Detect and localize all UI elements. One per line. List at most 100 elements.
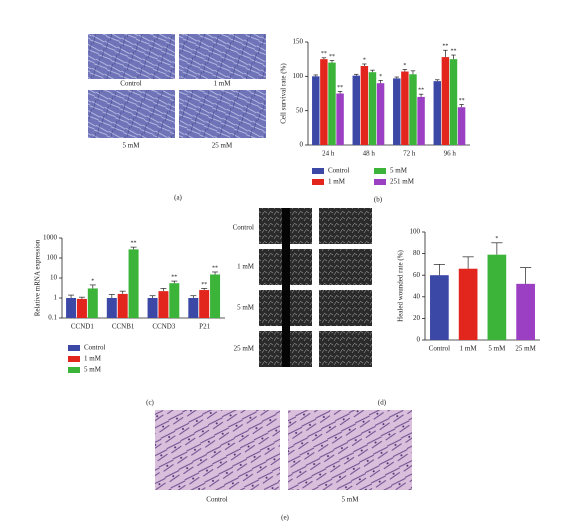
stain-image bbox=[288, 410, 412, 490]
x-tick-label: CCND3 bbox=[152, 323, 175, 331]
bar bbox=[87, 288, 98, 318]
bar bbox=[106, 298, 117, 318]
scratch bbox=[282, 208, 290, 367]
bar bbox=[409, 74, 417, 145]
wound-image bbox=[319, 290, 372, 326]
significance: ** bbox=[131, 240, 137, 246]
x-tick-label: 1 mM bbox=[460, 345, 478, 353]
legend-swatch bbox=[68, 367, 80, 373]
bar bbox=[352, 75, 361, 145]
bar bbox=[368, 72, 377, 145]
y-tick-label: 0.1 bbox=[48, 314, 57, 322]
bar bbox=[320, 59, 328, 145]
significance: * bbox=[495, 236, 498, 242]
significance: ** bbox=[442, 44, 448, 50]
y-axis-label: Relative mRNA expression bbox=[34, 239, 42, 316]
bar bbox=[199, 290, 210, 318]
y-tick-label: 150 bbox=[293, 38, 304, 46]
wound-image bbox=[319, 208, 372, 244]
image-label: Control bbox=[233, 224, 254, 232]
significance: * bbox=[403, 63, 406, 69]
legend-label: 1 mM bbox=[328, 178, 346, 186]
legend-label: 1 mM bbox=[84, 355, 102, 363]
legend-label: 5 mM bbox=[390, 167, 408, 175]
x-tick-label: 25 mM bbox=[515, 345, 536, 353]
bar bbox=[458, 268, 478, 340]
bar bbox=[188, 298, 199, 318]
image-label: 25 mM bbox=[212, 142, 233, 150]
panel-label: (a) bbox=[174, 194, 182, 202]
significance: ** bbox=[171, 274, 177, 280]
image-label: 1 mM bbox=[214, 80, 232, 88]
image-label: Control bbox=[206, 496, 227, 504]
wound-image bbox=[319, 249, 372, 285]
bar bbox=[430, 275, 449, 340]
x-tick-label: P21 bbox=[199, 323, 210, 331]
y-tick-label: 60 bbox=[413, 271, 421, 279]
image-label: 25 mM bbox=[234, 345, 255, 353]
y-tick-label: 0 bbox=[417, 336, 421, 344]
panel-label: (d) bbox=[378, 399, 387, 407]
legend-label: 5 mM bbox=[84, 366, 102, 374]
x-tick-label: CCNB1 bbox=[112, 323, 135, 331]
panel-d-images bbox=[259, 208, 372, 367]
bar bbox=[457, 107, 466, 145]
bar bbox=[433, 81, 442, 145]
panel-label: (b) bbox=[374, 196, 383, 204]
x-tick-label: CCND1 bbox=[71, 323, 94, 331]
bar bbox=[401, 71, 409, 145]
y-axis-label: Healed wounded rate (%) bbox=[397, 249, 405, 321]
legend-swatch bbox=[312, 168, 324, 174]
y-tick-label: 100 bbox=[47, 254, 58, 262]
image-label: 5 mM bbox=[237, 304, 255, 312]
bar bbox=[487, 254, 507, 340]
bar bbox=[128, 249, 139, 318]
micrograph bbox=[179, 90, 266, 138]
image-label: 5 mM bbox=[123, 142, 141, 150]
micrograph bbox=[179, 34, 266, 79]
bar bbox=[376, 83, 385, 145]
image-label: Control bbox=[120, 80, 141, 88]
bar bbox=[417, 96, 425, 145]
legend-label: Control bbox=[328, 167, 349, 175]
panel-label: (e) bbox=[281, 514, 289, 522]
y-tick-label: 1 bbox=[54, 294, 58, 302]
x-tick-label: Control bbox=[429, 345, 450, 353]
bar bbox=[169, 283, 180, 318]
legend-label: Control bbox=[84, 344, 105, 352]
y-tick-label: 100 bbox=[410, 228, 421, 236]
y-tick-label: 100 bbox=[293, 72, 304, 80]
significance: * bbox=[363, 57, 366, 63]
significance: * bbox=[379, 74, 382, 80]
image-label: 1 mM bbox=[237, 263, 255, 271]
bar bbox=[158, 291, 169, 318]
y-tick-label: 1000 bbox=[43, 234, 58, 242]
micrograph bbox=[88, 90, 175, 138]
significance: ** bbox=[418, 88, 424, 94]
bar bbox=[328, 62, 336, 145]
y-tick-label: 40 bbox=[413, 292, 421, 300]
bar bbox=[312, 76, 320, 145]
significance: * bbox=[91, 278, 94, 284]
bar bbox=[336, 93, 344, 145]
significance: ** bbox=[321, 51, 327, 57]
legend-swatch bbox=[374, 179, 386, 185]
panel-label: (c) bbox=[146, 399, 154, 407]
legend-swatch bbox=[312, 179, 324, 185]
bar bbox=[117, 293, 128, 318]
y-axis-label: Cell survival rate (%) bbox=[280, 63, 288, 124]
bar bbox=[76, 298, 87, 318]
x-tick-label: 72 h bbox=[403, 150, 416, 158]
bar bbox=[516, 283, 535, 340]
legend-swatch bbox=[68, 356, 80, 362]
significance: ** bbox=[201, 282, 207, 288]
image-label: 5 mM bbox=[342, 496, 360, 504]
legend-swatch bbox=[374, 168, 386, 174]
bar bbox=[441, 57, 450, 145]
y-tick-label: 10 bbox=[50, 274, 58, 282]
bar bbox=[210, 274, 221, 318]
legend-label: 251 mM bbox=[390, 178, 415, 186]
panel-a-images bbox=[88, 34, 266, 138]
micrograph bbox=[88, 34, 175, 79]
